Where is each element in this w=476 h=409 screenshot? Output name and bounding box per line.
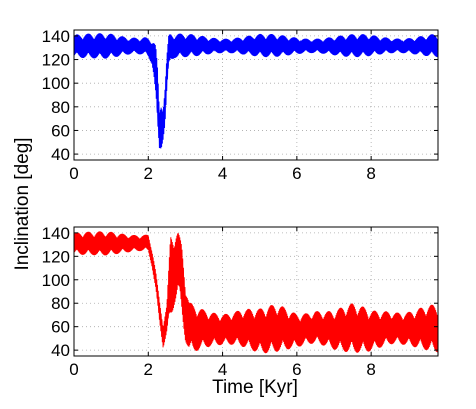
y-tick-label: 140 <box>42 27 70 46</box>
bottom-panel: 0 2 4 6 8 40 60 80 100 120 140 <box>42 224 439 379</box>
x-axis-title: Time [Kyr] <box>212 377 298 398</box>
y-tick-label: 120 <box>42 51 70 70</box>
y-tick-label: 60 <box>51 121 70 140</box>
y-tick-label: 40 <box>51 145 70 164</box>
x-tick-label: 6 <box>292 360 301 379</box>
y-tick-label: 60 <box>51 318 70 337</box>
x-tick-label: 6 <box>292 164 301 183</box>
y-tick-label: 40 <box>51 341 70 360</box>
axes-frame <box>73 226 439 357</box>
series-line <box>73 231 439 354</box>
x-tick-label: 8 <box>366 360 375 379</box>
x-tick-label: 4 <box>218 164 227 183</box>
y-tick-label: 140 <box>42 224 70 243</box>
x-tick-label: 0 <box>69 164 78 183</box>
series-line <box>73 33 439 149</box>
x-tick-label: 0 <box>69 360 78 379</box>
y-tick-label: 100 <box>42 271 70 290</box>
x-tick-label: 2 <box>144 164 153 183</box>
axes-frame <box>73 29 439 161</box>
x-tick-label: 8 <box>366 164 375 183</box>
top-panel: 0 2 4 6 8 40 60 80 100 120 140 <box>42 27 439 183</box>
x-tick-label: 4 <box>218 360 227 379</box>
y-tick-label: 120 <box>42 247 70 266</box>
y-tick-label: 80 <box>51 98 70 117</box>
y-axis-title: Inclination [deg] <box>12 137 33 270</box>
y-tick-label: 80 <box>51 294 70 313</box>
x-tick-label: 2 <box>144 360 153 379</box>
y-tick-label: 100 <box>42 74 70 93</box>
